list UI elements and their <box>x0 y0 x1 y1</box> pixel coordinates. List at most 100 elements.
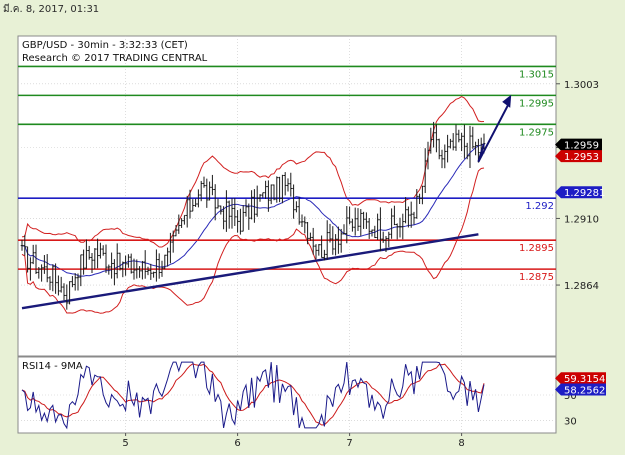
price-bar <box>79 254 83 287</box>
price-bar <box>101 245 105 256</box>
price-bar <box>225 190 228 232</box>
price-bar <box>157 253 161 279</box>
price-bar <box>272 184 276 201</box>
price-bar <box>261 192 265 198</box>
price-bar <box>199 180 203 202</box>
rsi-tick-label: 50 <box>564 391 577 402</box>
timestamp: มี.ค. 8, 2017, 01:31 <box>3 4 100 15</box>
price-bar <box>43 255 46 274</box>
price-bar <box>267 180 270 212</box>
price-bar <box>155 249 158 282</box>
axes: 1.3003 1.2910 1.2864 30 50 5 6 7 8 <box>122 80 599 449</box>
price-bar <box>239 208 242 235</box>
price-tag: 1.2953 <box>555 150 602 163</box>
price-bar <box>421 185 424 205</box>
price-tag-label: 1.29281 <box>564 188 605 199</box>
price-bar <box>281 174 284 204</box>
price-bar <box>359 209 363 236</box>
price-bar <box>219 205 223 215</box>
price-bar <box>127 254 130 268</box>
price-bar <box>379 207 382 252</box>
price-bar <box>113 259 116 286</box>
x-tick-label: 7 <box>346 438 352 449</box>
price-bar <box>73 273 77 291</box>
price-bar <box>412 211 416 225</box>
moving-average-line <box>21 144 485 277</box>
price-bar <box>303 216 307 234</box>
y-tick-label: 1.2910 <box>564 214 599 225</box>
price-bar <box>107 264 111 275</box>
price-tag-label: 1.2959 <box>564 141 599 152</box>
price-bar <box>337 226 340 254</box>
price-bar <box>387 231 391 248</box>
price-bar <box>398 217 402 238</box>
forecast-arrow-group <box>477 94 512 163</box>
rsi-tag: 58.2562 <box>555 383 606 397</box>
price-bar <box>124 255 127 276</box>
price-tag-label: 1.2953 <box>564 152 599 163</box>
price-bar <box>334 234 337 256</box>
price-bar <box>90 253 94 274</box>
price-bars <box>20 121 486 310</box>
price-bar <box>65 284 69 310</box>
price-bar <box>345 206 349 244</box>
x-tick-label: 6 <box>234 438 240 449</box>
price-bar <box>141 260 144 280</box>
price-bar <box>230 198 234 229</box>
price-bar <box>309 232 312 241</box>
price-tag: 1.29281 <box>555 186 605 199</box>
price-bar <box>37 267 41 279</box>
level-label: 1.2895 <box>519 243 554 254</box>
price-bar <box>110 252 113 279</box>
price-bar <box>96 238 99 269</box>
level-label: 1.2995 <box>519 98 554 109</box>
price-bar <box>255 185 259 217</box>
price-bar <box>174 224 178 237</box>
rsi-tag-label: 59.3154 <box>564 374 605 385</box>
price-bar <box>208 181 211 201</box>
price-bar <box>104 244 108 273</box>
price-bar <box>180 218 183 228</box>
rsi-tick-label: 30 <box>564 416 577 427</box>
price-bar <box>149 263 153 280</box>
price-bar <box>99 242 102 259</box>
rsi-title: RSI14 - 9MA <box>22 361 83 372</box>
price-bar <box>62 283 66 301</box>
price-bar <box>353 207 357 236</box>
x-tick-label: 8 <box>458 438 464 449</box>
price-bar <box>443 144 447 169</box>
price-bar <box>440 149 444 169</box>
price-bar <box>71 276 74 288</box>
price-bar <box>160 260 164 277</box>
price-bar <box>135 259 139 279</box>
price-bar <box>20 239 24 251</box>
price-bar <box>393 205 396 226</box>
chart-title: GBP/USD - 30min - 3:32:33 (CET) <box>22 40 188 51</box>
price-bar <box>460 132 463 152</box>
price-bar <box>29 257 32 281</box>
price-bar <box>129 253 133 274</box>
rsi-tag-label: 58.2562 <box>564 386 605 397</box>
price-bar <box>457 129 461 143</box>
price-bar <box>323 249 326 261</box>
price-bar <box>367 218 371 239</box>
price-bar <box>418 193 421 205</box>
price-bar <box>34 244 38 274</box>
x-tick-label: 5 <box>122 438 128 449</box>
price-bar <box>320 235 323 258</box>
price-bar <box>253 189 256 223</box>
price-bar <box>365 212 368 229</box>
price-bar <box>222 206 225 230</box>
price-bar <box>429 127 433 154</box>
price-bar <box>250 190 253 220</box>
price-bar <box>205 178 209 208</box>
price-bar <box>211 174 214 196</box>
price-bar <box>401 213 405 240</box>
price-bar <box>143 250 147 279</box>
price-bar <box>415 189 419 219</box>
price-bar <box>247 203 251 230</box>
price-bar <box>85 239 88 269</box>
price-bar <box>283 172 287 196</box>
